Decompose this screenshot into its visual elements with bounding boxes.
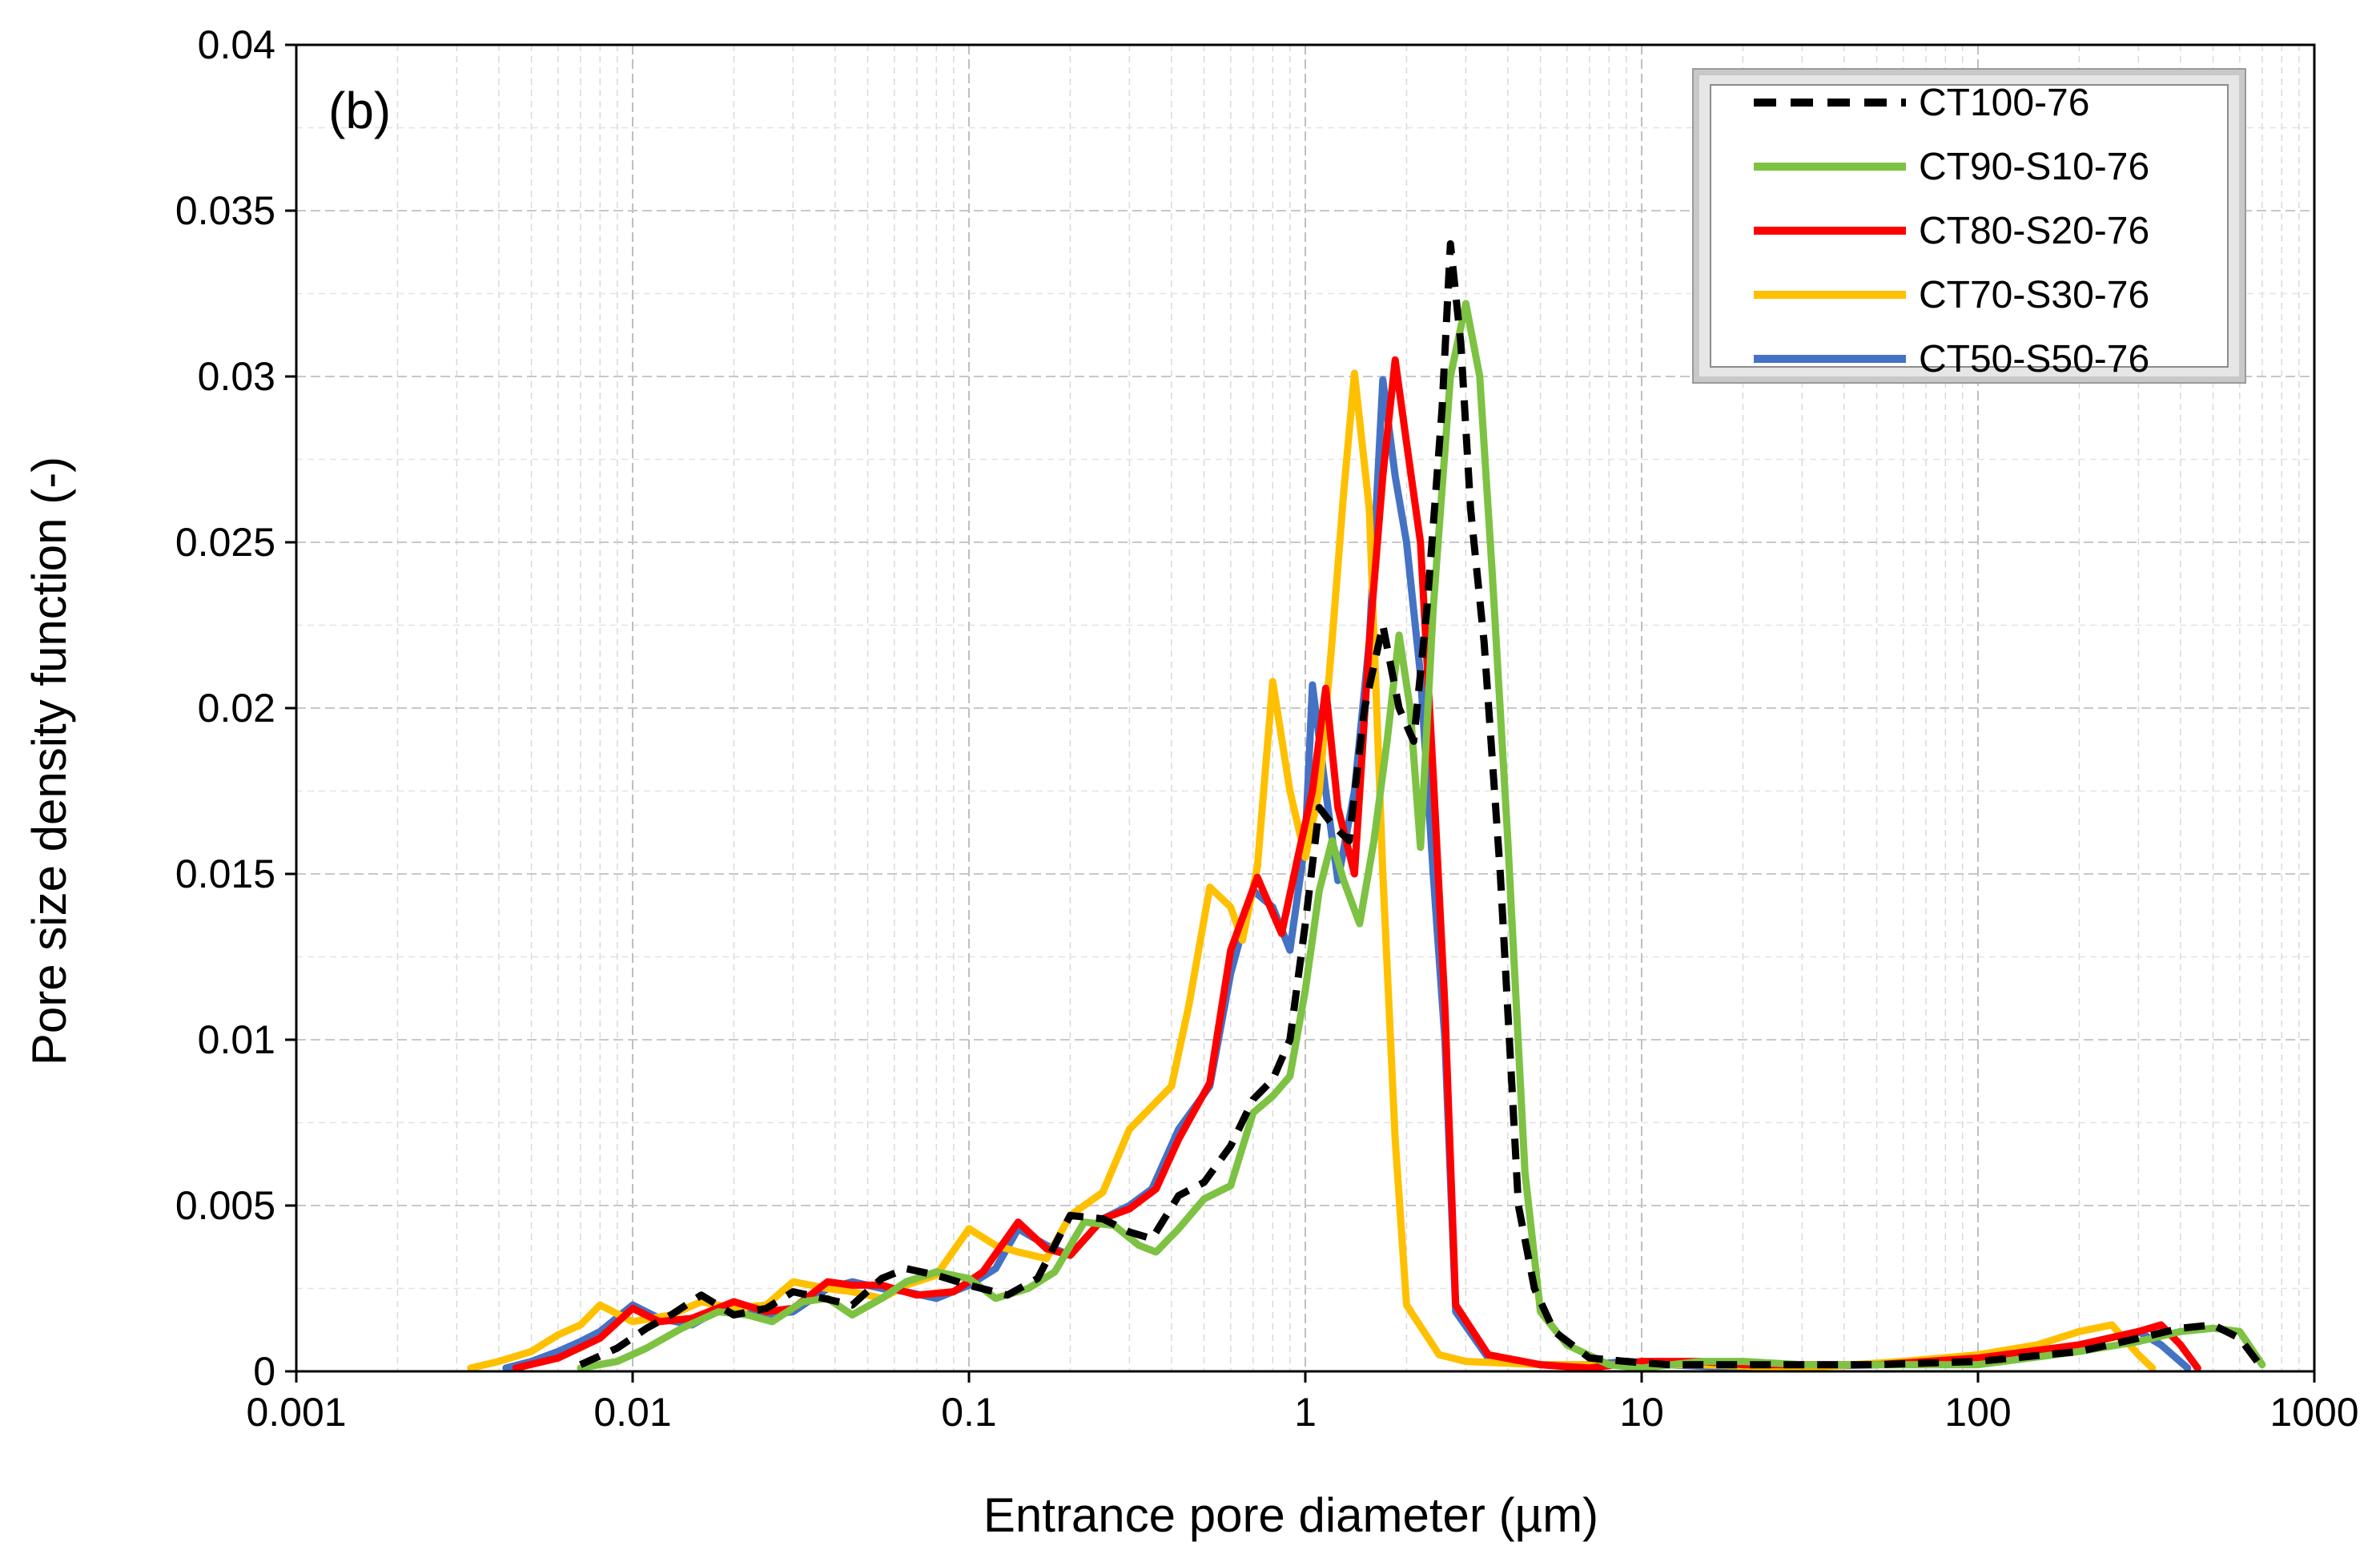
legend-label-ct50-s50-76: CT50-S50-76 <box>1919 338 2149 380</box>
x-tick-label: 1 <box>1294 1390 1317 1435</box>
x-axis-ticks: 0.001 0.01 0.1 1 10 100 1000 <box>246 1371 2359 1435</box>
series-line-ct90-s10-76 <box>577 300 2266 1372</box>
y-axis-ticks: 0 0.005 0.01 0.015 0.02 0.025 0.03 0.035 0.04 <box>175 22 296 1394</box>
legend-box <box>1710 84 2229 368</box>
legend: CT100-76 CT90-S10-76 CT80-S20-76 CT70-S30-7… <box>1692 68 2246 384</box>
series-layer <box>467 240 2266 1372</box>
x-tick-label: 0.001 <box>246 1390 346 1435</box>
legend-label-ct80-s20-76: CT80-S20-76 <box>1919 210 2149 252</box>
x-tick-label: 10 <box>1619 1390 1664 1435</box>
legend-label-ct100-76: CT100-76 <box>1919 82 2089 124</box>
y-tick-label: 0.005 <box>175 1183 275 1228</box>
y-tick-label: 0.015 <box>175 851 275 896</box>
legend-label-ct90-s10-76: CT90-S10-76 <box>1919 146 2149 188</box>
y-tick-label: 0.01 <box>198 1017 275 1062</box>
y-tick-label: 0.025 <box>175 520 275 565</box>
x-tick-label: 0.01 <box>593 1390 671 1435</box>
y-tick-label: 0.02 <box>198 686 275 731</box>
y-tick-label: 0.035 <box>175 188 275 233</box>
x-axis-title: Entrance pore diameter (µm) <box>983 1488 1598 1542</box>
y-tick-label: 0 <box>253 1349 275 1394</box>
x-tick-label: 100 <box>1944 1390 2011 1435</box>
y-axis-title: Pore size density function (-) <box>22 457 76 1065</box>
y-tick-label: 0.04 <box>198 22 275 67</box>
series-line-ct100-76 <box>579 240 2265 1371</box>
x-tick-label: 0.1 <box>941 1390 997 1435</box>
legend-items: CT100-76 CT90-S10-76 CT80-S20-76 CT70-S30-7… <box>1754 82 2149 380</box>
panel-label: (b) <box>328 82 391 139</box>
legend-label-ct70-s30-76: CT70-S30-76 <box>1919 274 2149 316</box>
y-tick-label: 0.03 <box>198 354 275 399</box>
x-tick-label: 1000 <box>2269 1390 2358 1435</box>
